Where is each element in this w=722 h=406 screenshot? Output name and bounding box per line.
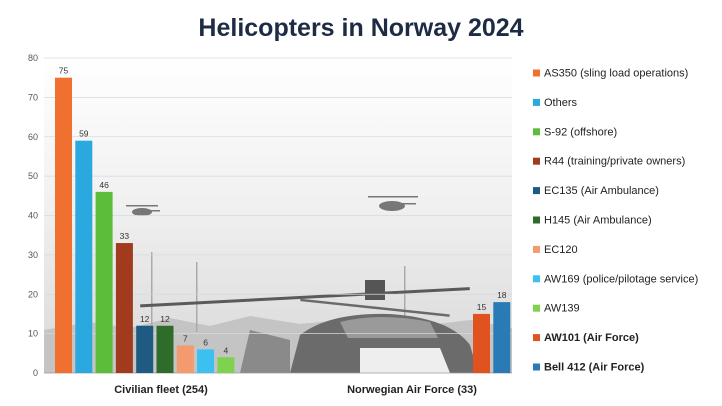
- legend-entry: AS350 (sling load operations): [544, 68, 688, 80]
- y-tick-label: 50: [28, 171, 38, 181]
- bar-aw169-police-pilotage-service: [197, 349, 215, 373]
- y-tick-label: 10: [28, 329, 38, 339]
- bar-value-label: 12: [140, 314, 150, 324]
- distant-helicopter-right-icon: [368, 196, 418, 211]
- y-tick-label: 60: [28, 132, 38, 142]
- category-label: Norwegian Air Force (33): [347, 384, 477, 396]
- legend-swatch: [533, 334, 540, 342]
- legend: AS350 (sling load operations) Others S-92 …: [533, 68, 698, 374]
- legend-swatch: [533, 98, 540, 106]
- y-tick-label: 20: [28, 289, 38, 299]
- distant-helicopter-left-icon: [126, 205, 160, 216]
- bar-value-label: 4: [224, 345, 229, 355]
- bar-others: [75, 140, 93, 373]
- legend-swatch: [533, 69, 540, 77]
- bar-value-label: 6: [203, 337, 208, 347]
- bar-aw139: [217, 357, 235, 373]
- legend-entry: AW169 (police/pilotage service): [544, 273, 698, 285]
- legend-swatch: [533, 363, 540, 371]
- foreground-helicopter-icon: [140, 280, 478, 373]
- legend-entry: AW101 (Air Force): [544, 332, 639, 344]
- bar-r44-training-private-owners: [115, 243, 133, 373]
- bar-value-label: 75: [59, 66, 69, 76]
- legend-swatch: [533, 157, 540, 165]
- bars: [55, 77, 511, 373]
- y-tick-label: 80: [28, 53, 38, 63]
- bar-h145-air-ambulance: [156, 325, 174, 373]
- bar-value-label: 33: [120, 231, 130, 241]
- legend-swatch: [533, 245, 540, 253]
- bar-ec135-air-ambulance: [136, 325, 154, 373]
- bar-ec120: [176, 345, 194, 373]
- bar-value-label: 18: [497, 290, 507, 300]
- y-tick-label: 0: [33, 368, 38, 378]
- bar-value-label: 46: [99, 180, 109, 190]
- legend-entry: AW139: [544, 303, 580, 315]
- bar-bell-412-air-force: [493, 302, 511, 373]
- bar-aw101-air-force: [473, 313, 490, 373]
- legend-swatch: [533, 187, 540, 195]
- legend-swatch: [533, 216, 540, 224]
- bar-labels: 75 59 46 33 12 12 7 6 4 15 18: [59, 66, 507, 356]
- y-tick-label: 40: [28, 211, 38, 221]
- legend-swatch: [533, 128, 540, 136]
- category-labels: Civilian fleet (254) Norwegian Air Force …: [114, 384, 477, 396]
- legend-entry: H145 (Air Ambulance): [544, 215, 652, 227]
- legend-entry: R44 (training/private owners): [544, 156, 685, 168]
- legend-entry: Bell 412 (Air Force): [544, 362, 645, 374]
- y-tick-label: 30: [28, 250, 38, 260]
- y-tick-label: 70: [28, 92, 38, 102]
- bar-as350-sling-load-operations: [55, 77, 72, 373]
- category-label: Civilian fleet (254): [114, 384, 208, 396]
- legend-entry: S-92 (offshore): [544, 126, 617, 138]
- legend-swatch: [533, 304, 540, 312]
- chart-title: Helicopters in Norway 2024: [198, 14, 524, 42]
- bar-value-label: 59: [79, 129, 89, 139]
- legend-swatch: [533, 275, 540, 283]
- legend-entry: Others: [544, 97, 578, 109]
- legend-entry: EC120: [544, 244, 578, 256]
- bar-value-label: 7: [183, 333, 188, 343]
- legend-entry: EC135 (Air Ambulance): [544, 185, 659, 197]
- bar-s-92-offshore: [95, 191, 113, 373]
- bar-value-label: 12: [160, 314, 170, 324]
- bar-value-label: 15: [477, 302, 487, 312]
